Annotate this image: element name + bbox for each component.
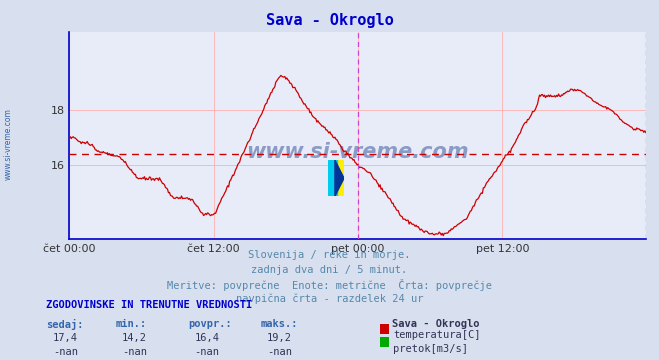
Text: 17,4: 17,4 (53, 333, 78, 343)
Text: Sava - Okroglo: Sava - Okroglo (392, 319, 480, 329)
Text: navpična črta - razdelek 24 ur: navpična črta - razdelek 24 ur (236, 293, 423, 304)
Text: povpr.:: povpr.: (188, 319, 231, 329)
Text: 19,2: 19,2 (267, 333, 292, 343)
Text: www.si-vreme.com: www.si-vreme.com (3, 108, 13, 180)
Text: min.:: min.: (115, 319, 146, 329)
Text: pretok[m3/s]: pretok[m3/s] (393, 344, 469, 354)
Text: Meritve: povprečne  Enote: metrične  Črta: povprečje: Meritve: povprečne Enote: metrične Črta:… (167, 279, 492, 291)
Text: -nan: -nan (194, 347, 219, 357)
Text: temperatura[C]: temperatura[C] (393, 330, 481, 340)
Bar (335, 160, 344, 196)
Text: -nan: -nan (122, 347, 147, 357)
Text: www.si-vreme.com: www.si-vreme.com (246, 143, 469, 162)
Text: Slovenija / reke in morje.: Slovenija / reke in morje. (248, 250, 411, 260)
Polygon shape (335, 160, 344, 196)
Text: -nan: -nan (53, 347, 78, 357)
Bar (328, 160, 337, 196)
Text: 14,2: 14,2 (122, 333, 147, 343)
Text: sedaj:: sedaj: (46, 319, 84, 330)
Text: 16,4: 16,4 (194, 333, 219, 343)
Text: maks.:: maks.: (260, 319, 298, 329)
Text: ZGODOVINSKE IN TRENUTNE VREDNOSTI: ZGODOVINSKE IN TRENUTNE VREDNOSTI (46, 300, 252, 310)
Text: -nan: -nan (267, 347, 292, 357)
Text: Sava - Okroglo: Sava - Okroglo (266, 13, 393, 28)
Text: zadnja dva dni / 5 minut.: zadnja dva dni / 5 minut. (251, 265, 408, 275)
